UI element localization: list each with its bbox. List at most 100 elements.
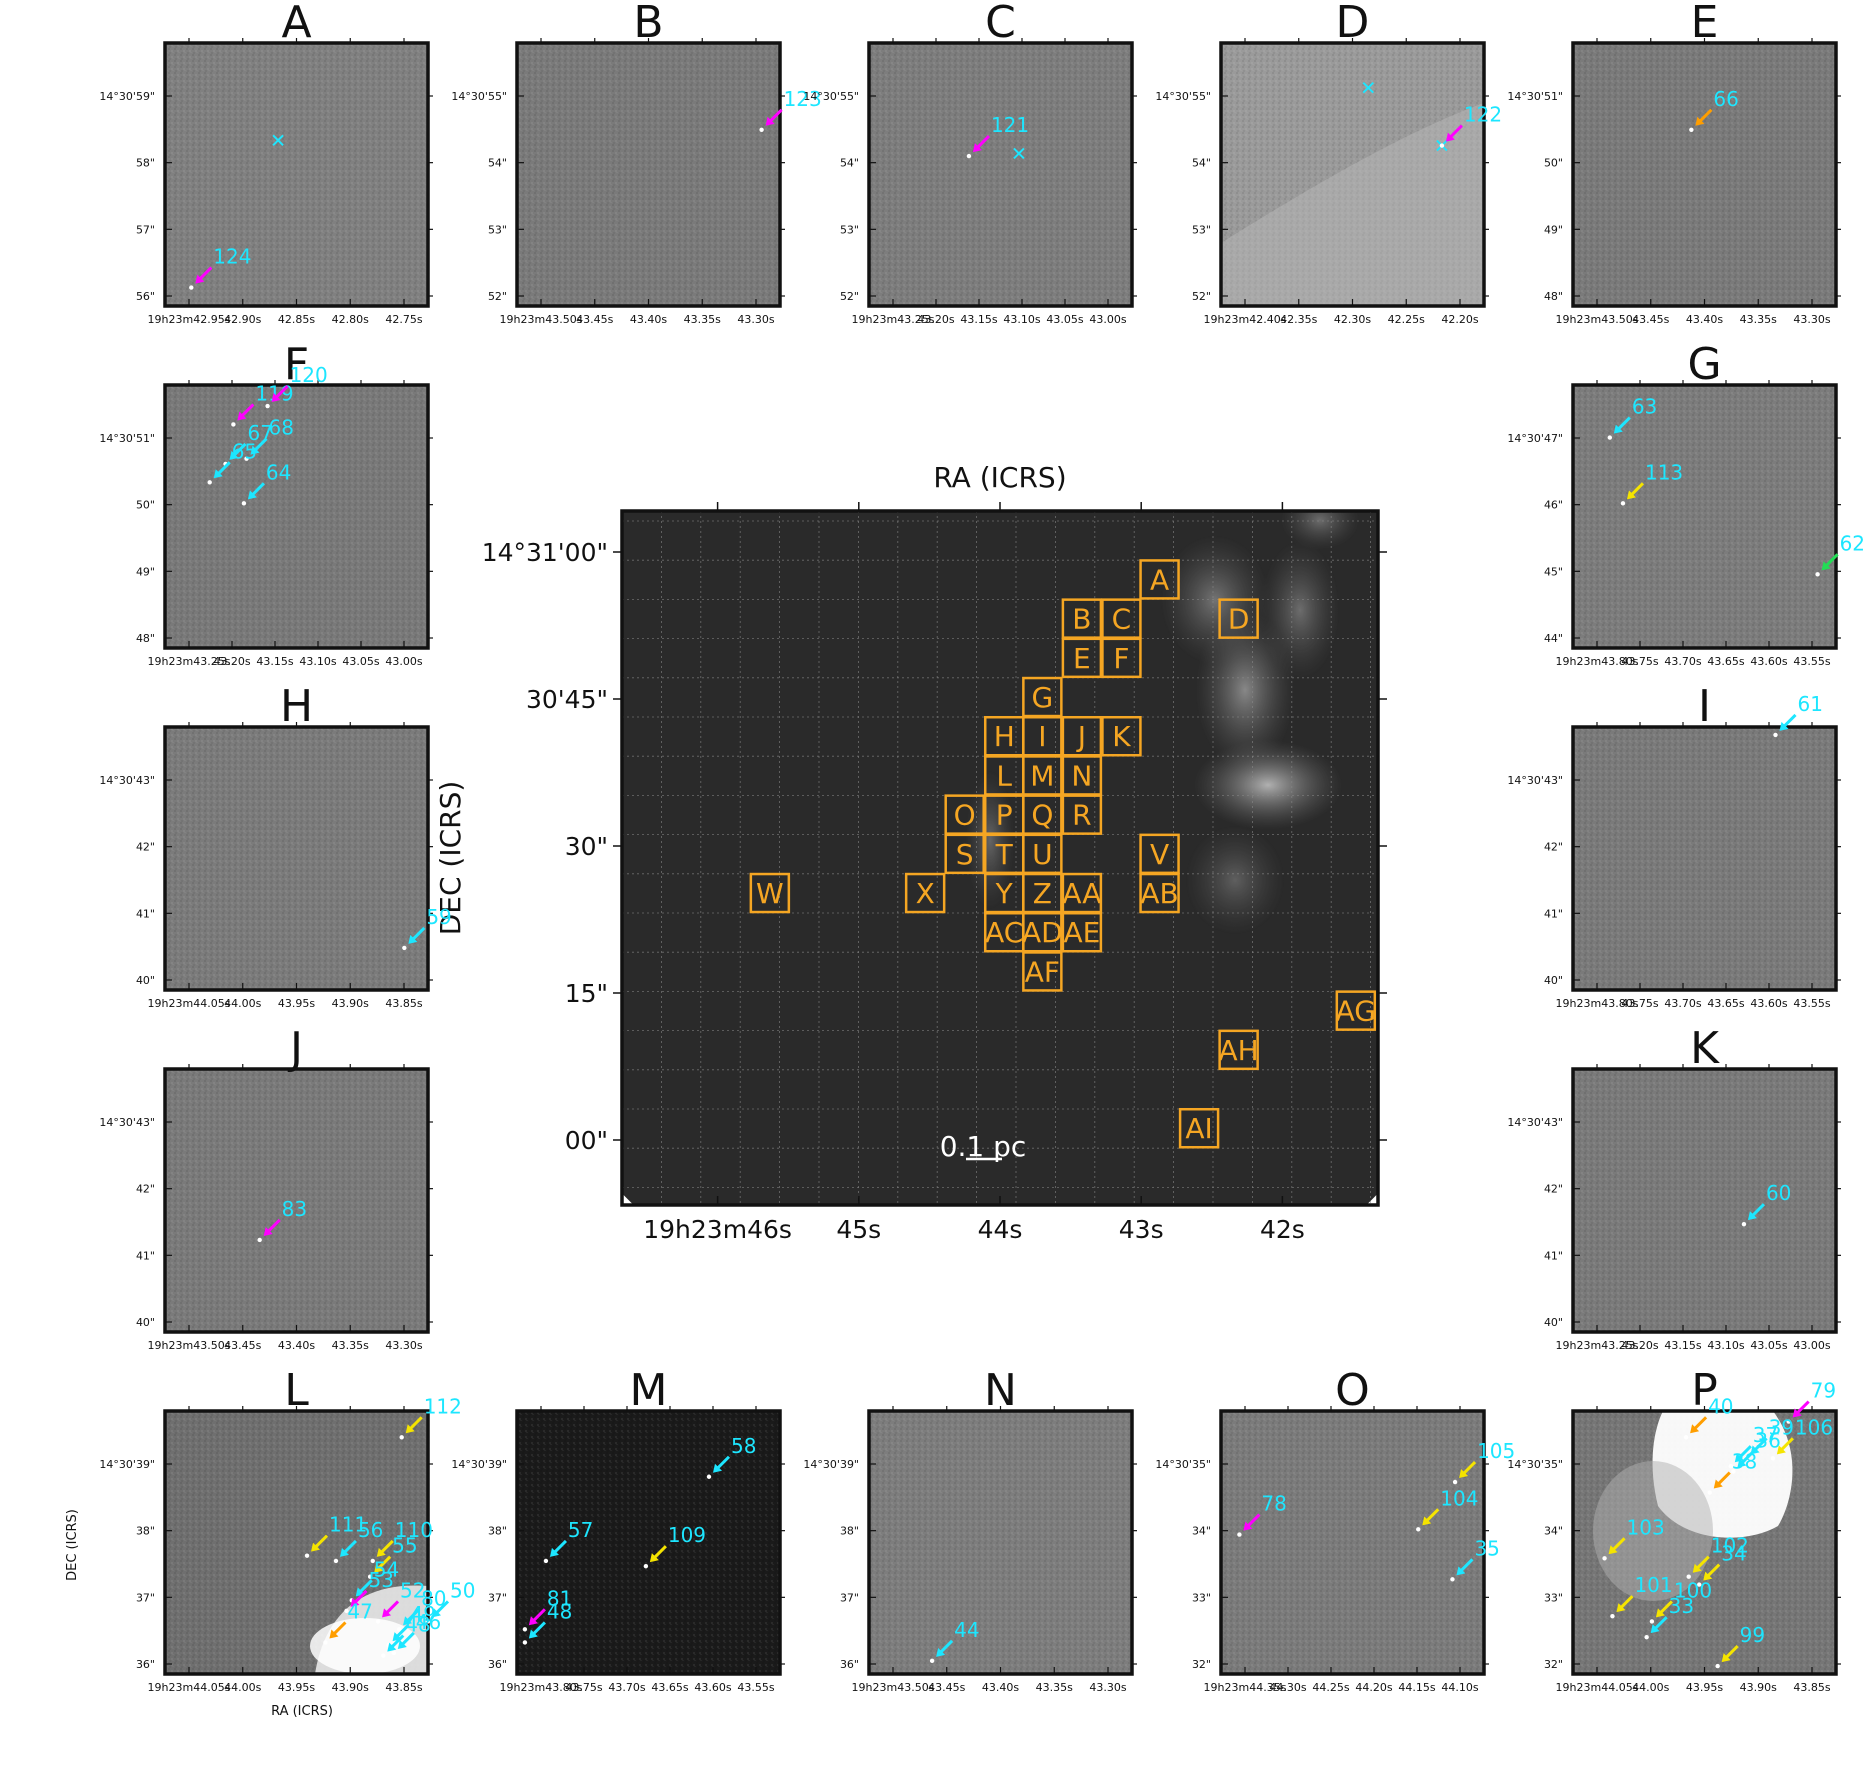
source-label: 109 bbox=[668, 1523, 706, 1547]
panel-m: M19h23m43.80s43.75s 43.70s 43.65s 43.60s 43.… bbox=[451, 1365, 785, 1694]
source-label: 124 bbox=[213, 245, 251, 269]
panel-h: H19h23m44.05s44.00s 43.95s 43.90s 43.85s14°… bbox=[99, 681, 451, 1010]
source-label: 104 bbox=[1440, 1486, 1478, 1510]
source-dot bbox=[189, 285, 193, 289]
region-box-label: J bbox=[1076, 720, 1086, 753]
source-dot bbox=[334, 1559, 338, 1563]
y-tick-label: 14°30'43" bbox=[99, 1116, 155, 1129]
region-box-label: AC bbox=[985, 916, 1023, 949]
y-tick-label: 38" bbox=[840, 1525, 859, 1538]
source-dot bbox=[323, 1640, 327, 1644]
y-tick-label: 14°30'55" bbox=[451, 90, 507, 103]
x-tick-label: 43.70s bbox=[608, 1681, 645, 1694]
x-tick-label: 43.75s bbox=[1621, 655, 1658, 668]
source-dot bbox=[1771, 1456, 1775, 1460]
x-tick-label: 19h23m43.50s bbox=[500, 313, 583, 326]
y-tick-label: 34" bbox=[1192, 1525, 1211, 1538]
y-tick-label: 49" bbox=[1544, 223, 1563, 236]
source-dot bbox=[759, 128, 763, 132]
source-dot bbox=[523, 1627, 527, 1631]
source-dot bbox=[644, 1564, 648, 1568]
source-dot bbox=[1602, 1556, 1606, 1560]
x-tick-label: 44.00s bbox=[1632, 1681, 1669, 1694]
ra-tick-label: 44s bbox=[978, 1215, 1023, 1244]
box-ai: AI bbox=[1180, 1109, 1218, 1147]
source-dot bbox=[208, 480, 212, 484]
main-ra-title: RA (ICRS) bbox=[933, 461, 1066, 494]
dec-tick-label: 15" bbox=[565, 979, 608, 1008]
source-label: 103 bbox=[1627, 1515, 1665, 1539]
y-tick-label: 48" bbox=[136, 632, 155, 645]
x-tick-label: 43.15s bbox=[960, 313, 997, 326]
y-tick-label: 14°30'39" bbox=[803, 1458, 859, 1471]
x-tick-label: 43.65s bbox=[1707, 997, 1744, 1010]
region-box-label: B bbox=[1072, 603, 1091, 636]
region-box-label: AH bbox=[1219, 1034, 1259, 1067]
x-tick-label: 19h23m43.50s bbox=[852, 1681, 935, 1694]
region-box-label: AB bbox=[1140, 877, 1178, 910]
source-label: 101 bbox=[1634, 1573, 1672, 1597]
x-tick-label: 19h23m42.95s bbox=[148, 313, 231, 326]
source-label: 61 bbox=[1798, 692, 1823, 716]
y-tick-label: 14°30'39" bbox=[451, 1458, 507, 1471]
source-dot bbox=[1237, 1532, 1241, 1536]
dec-tick-label: 30'45" bbox=[526, 685, 608, 714]
y-tick-label: 14°30'51" bbox=[1507, 90, 1563, 103]
source-label: 99 bbox=[1740, 1623, 1765, 1647]
source-dot bbox=[231, 422, 235, 426]
box-ae: AE bbox=[1063, 913, 1101, 951]
y-tick-label: 52" bbox=[488, 290, 507, 303]
x-tick-label: 19h23m43.50s bbox=[148, 1339, 231, 1352]
source-label: 34 bbox=[1721, 1542, 1746, 1566]
panel-letter: C bbox=[985, 0, 1016, 48]
region-box-label: Z bbox=[1033, 877, 1052, 910]
y-tick-label: 48" bbox=[1544, 290, 1563, 303]
x-tick-label: 44.00s bbox=[224, 997, 261, 1010]
source-dot bbox=[381, 1653, 385, 1657]
x-tick-label: 42.75s bbox=[385, 313, 422, 326]
region-box-label: H bbox=[994, 720, 1015, 753]
box-af: AF bbox=[1023, 952, 1061, 990]
x-tick-label: 19h23m44.05s bbox=[148, 997, 231, 1010]
source-label: 38 bbox=[1732, 1450, 1757, 1474]
panel-letter: I bbox=[1698, 681, 1711, 732]
x-tick-label: 43.90s bbox=[332, 1681, 369, 1694]
source-label: 48 bbox=[405, 1613, 430, 1637]
box-ad: AD bbox=[1022, 913, 1063, 951]
source-label: 56 bbox=[358, 1518, 383, 1542]
region-box-label: E bbox=[1073, 642, 1091, 675]
region-box-label: O bbox=[954, 799, 976, 832]
y-tick-label: 41" bbox=[1544, 907, 1563, 920]
x-tick-label: 43.85s bbox=[385, 1681, 422, 1694]
x-tick-label: 43.45s bbox=[576, 313, 613, 326]
source-label: 58 bbox=[731, 1434, 756, 1458]
x-tick-label: 43.00s bbox=[1089, 313, 1126, 326]
y-tick-label: 38" bbox=[488, 1525, 507, 1538]
source-label: 63 bbox=[1632, 395, 1657, 419]
source-label: 33 bbox=[1669, 1594, 1694, 1618]
y-tick-label: 14°30'39" bbox=[99, 1458, 155, 1471]
region-box-label: L bbox=[996, 759, 1012, 792]
y-tick-label: 40" bbox=[136, 1316, 155, 1329]
region-box-label: Y bbox=[995, 877, 1014, 910]
y-tick-label: 50" bbox=[136, 499, 155, 512]
panel-letter: M bbox=[630, 1365, 668, 1416]
y-tick-label: 40" bbox=[1544, 974, 1563, 987]
region-box-label: V bbox=[1150, 838, 1169, 871]
x-tick-label: 43.15s bbox=[256, 655, 293, 668]
y-tick-label: 14°30'35" bbox=[1507, 1458, 1563, 1471]
region-box-label: F bbox=[1113, 642, 1129, 675]
x-tick-label: 42.35s bbox=[1280, 313, 1317, 326]
region-box-label: AE bbox=[1063, 916, 1100, 949]
x-tick-label: 43.40s bbox=[982, 1681, 1019, 1694]
x-tick-label: 43.30s bbox=[1793, 313, 1830, 326]
dec-tick-label: 00" bbox=[565, 1126, 608, 1155]
source-label: 122 bbox=[1464, 103, 1502, 127]
source-dot bbox=[1689, 128, 1693, 132]
x-tick-label: 42.25s bbox=[1388, 313, 1425, 326]
x-tick-label: 43.20s bbox=[213, 655, 250, 668]
region-box-label: AD bbox=[1022, 916, 1063, 949]
x-tick-label: 43.85s bbox=[1793, 1681, 1830, 1694]
source-dot bbox=[1708, 1490, 1712, 1494]
y-tick-label: 54" bbox=[488, 157, 507, 170]
